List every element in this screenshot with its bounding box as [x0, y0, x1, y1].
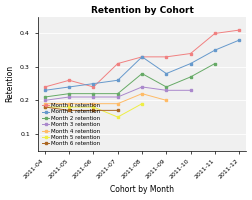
Month 6 retention	[116, 109, 119, 112]
Month 1 retention	[141, 56, 144, 58]
Month 6 retention	[92, 109, 95, 112]
Month 4 retention	[92, 102, 95, 105]
Month 2 retention	[141, 72, 144, 75]
Month 3 retention	[116, 96, 119, 98]
Month 0 retention	[116, 62, 119, 65]
Month 2 retention	[189, 76, 192, 78]
Month 2 retention	[68, 92, 71, 95]
Line: Month 1 retention: Month 1 retention	[44, 39, 241, 92]
Month 1 retention	[165, 72, 168, 75]
Title: Retention by Cohort: Retention by Cohort	[91, 6, 194, 15]
Month 2 retention	[213, 62, 216, 65]
Month 5 retention	[68, 106, 71, 108]
Month 5 retention	[92, 106, 95, 108]
Month 4 retention	[43, 102, 46, 105]
Month 1 retention	[43, 89, 46, 92]
Month 4 retention	[165, 99, 168, 102]
Month 3 retention	[92, 96, 95, 98]
Y-axis label: Retention: Retention	[6, 65, 15, 102]
Month 1 retention	[189, 62, 192, 65]
Month 0 retention	[238, 29, 241, 31]
X-axis label: Cohort by Month: Cohort by Month	[110, 185, 174, 194]
Line: Month 6 retention: Month 6 retention	[44, 106, 119, 112]
Month 4 retention	[68, 102, 71, 105]
Month 2 retention	[165, 86, 168, 88]
Month 1 retention	[92, 82, 95, 85]
Line: Month 2 retention: Month 2 retention	[44, 62, 216, 98]
Month 0 retention	[141, 56, 144, 58]
Month 0 retention	[43, 86, 46, 88]
Month 1 retention	[116, 79, 119, 81]
Month 0 retention	[165, 56, 168, 58]
Month 1 retention	[213, 49, 216, 51]
Month 3 retention	[43, 99, 46, 102]
Month 0 retention	[68, 79, 71, 81]
Month 3 retention	[189, 89, 192, 92]
Line: Month 5 retention: Month 5 retention	[44, 102, 143, 118]
Line: Month 3 retention: Month 3 retention	[44, 86, 192, 102]
Month 4 retention	[141, 92, 144, 95]
Month 2 retention	[92, 92, 95, 95]
Line: Month 0 retention: Month 0 retention	[44, 29, 241, 88]
Month 5 retention	[43, 106, 46, 108]
Month 0 retention	[189, 52, 192, 55]
Month 6 retention	[43, 106, 46, 108]
Month 3 retention	[141, 86, 144, 88]
Month 1 retention	[68, 86, 71, 88]
Month 3 retention	[165, 89, 168, 92]
Month 0 retention	[92, 86, 95, 88]
Line: Month 4 retention: Month 4 retention	[44, 92, 168, 105]
Month 2 retention	[43, 96, 46, 98]
Month 2 retention	[116, 92, 119, 95]
Month 4 retention	[116, 102, 119, 105]
Month 0 retention	[213, 32, 216, 35]
Month 5 retention	[141, 102, 144, 105]
Month 3 retention	[68, 96, 71, 98]
Legend: Month 0 retention, Month 1 retention, Month 2 retention, Month 3 retention, Mont: Month 0 retention, Month 1 retention, Mo…	[43, 103, 101, 146]
Month 6 retention	[68, 109, 71, 112]
Month 1 retention	[238, 39, 241, 41]
Month 5 retention	[116, 116, 119, 118]
